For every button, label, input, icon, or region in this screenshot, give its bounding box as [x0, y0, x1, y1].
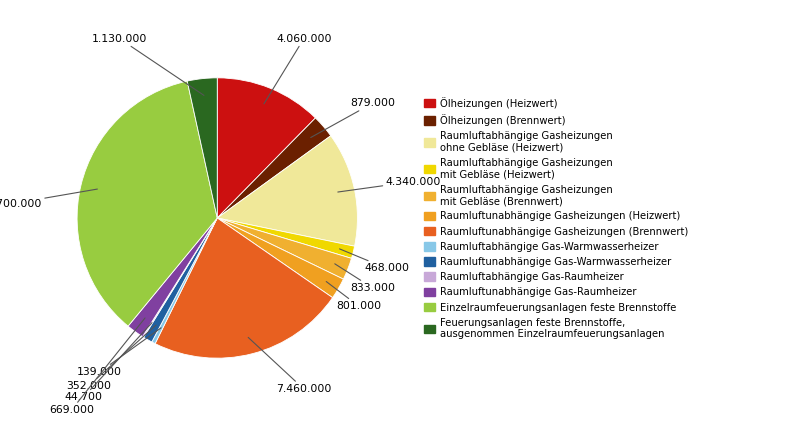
Wedge shape — [217, 78, 315, 218]
Text: 7.460.000: 7.460.000 — [248, 337, 332, 394]
Wedge shape — [152, 218, 217, 344]
Wedge shape — [217, 218, 344, 298]
Text: 801.000: 801.000 — [326, 282, 382, 311]
Wedge shape — [217, 136, 357, 246]
Text: 879.000: 879.000 — [310, 98, 396, 137]
Wedge shape — [187, 78, 217, 218]
Text: 833.000: 833.000 — [335, 264, 396, 293]
Text: 1.130.000: 1.130.000 — [92, 34, 204, 95]
Wedge shape — [128, 218, 217, 337]
Text: 11.700.000: 11.700.000 — [0, 189, 97, 209]
Text: 669.000: 669.000 — [49, 318, 145, 415]
Text: 4.060.000: 4.060.000 — [264, 34, 332, 104]
Wedge shape — [155, 218, 333, 358]
Wedge shape — [217, 218, 355, 259]
Text: 4.340.000: 4.340.000 — [338, 177, 441, 192]
Legend: Ölheizungen (Heizwert), Ölheizungen (Brennwert), Raumluftabhängige Gasheizungen
: Ölheizungen (Heizwert), Ölheizungen (Bre… — [424, 97, 689, 339]
Text: 468.000: 468.000 — [340, 249, 409, 273]
Text: 44.700: 44.700 — [64, 323, 152, 402]
Wedge shape — [217, 118, 331, 218]
Wedge shape — [143, 218, 217, 337]
Text: 352.000: 352.000 — [66, 325, 156, 391]
Text: 139.000: 139.000 — [77, 328, 161, 377]
Wedge shape — [217, 218, 352, 279]
Wedge shape — [77, 81, 217, 326]
Wedge shape — [144, 218, 217, 342]
